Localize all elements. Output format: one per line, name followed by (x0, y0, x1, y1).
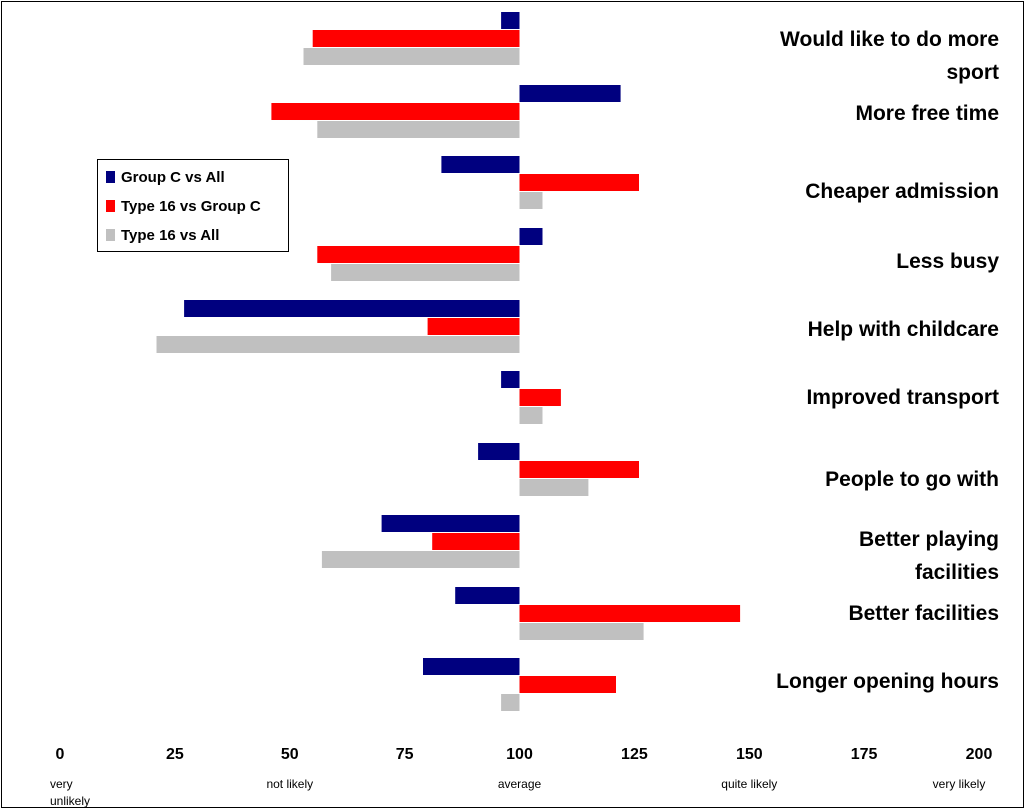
bar-group-c-vs-all-help-with-childcare (184, 300, 520, 317)
bar-type-16-vs-group-c-people-to-go-with (519, 461, 639, 478)
category-label: Less busy (896, 250, 999, 273)
bar-type-16-vs-all-would-like-to-do-more-sport (303, 48, 520, 65)
bar-type-16-vs-group-c-would-like-to-do-more-sport (312, 30, 520, 47)
x-tick-label: 75 (396, 746, 414, 763)
bar-type-16-vs-all-cheaper-admission (519, 192, 543, 209)
category-label: Longer opening hours (776, 670, 999, 693)
category-label: sport (947, 61, 1000, 84)
legend-label: Group C vs All (121, 168, 225, 186)
scale-description: unlikely (50, 794, 90, 807)
scale-description: not likely (266, 777, 313, 791)
bar-type-16-vs-all-help-with-childcare (156, 336, 520, 353)
bar-type-16-vs-group-c-longer-opening-hours (519, 676, 616, 693)
bar-type-16-vs-group-c-more-free-time (271, 103, 520, 120)
x-tick-label: 25 (166, 746, 184, 763)
bar-type-16-vs-all-improved-transport (519, 407, 543, 424)
legend-label: Type 16 vs All (121, 226, 220, 244)
bar-type-16-vs-group-c-help-with-childcare (427, 318, 520, 335)
x-tick-label: 175 (851, 746, 878, 763)
bar-type-16-vs-group-c-less-busy (317, 246, 520, 263)
x-tick-label: 0 (56, 746, 65, 763)
category-label: Would like to do more (780, 28, 999, 51)
category-label: Cheaper admission (805, 180, 999, 203)
legend-label: Type 16 vs Group C (121, 197, 261, 215)
legend-item-type16-vs-all: Type 16 vs All (106, 224, 219, 246)
category-label: Help with childcare (808, 318, 999, 341)
category-label: facilities (915, 561, 999, 584)
bar-type-16-vs-all-more-free-time (317, 121, 520, 138)
scale-description: average (498, 777, 542, 791)
legend-swatch (106, 171, 115, 183)
x-tick-label: 50 (281, 746, 299, 763)
bar-type-16-vs-group-c-improved-transport (519, 389, 561, 406)
bar-type-16-vs-all-better-facilities (519, 623, 644, 640)
bar-group-c-vs-all-better-facilities (455, 587, 520, 604)
x-axis-ticks: 0 25 50 75 100 125 150 175 200 (56, 746, 993, 763)
category-labels: Would like to do more sport More free time… (776, 28, 999, 693)
bar-type-16-vs-all-less-busy (331, 264, 520, 281)
legend: Group C vs All Type 16 vs Group C Type 1… (97, 159, 289, 252)
bar-group-c-vs-all-more-free-time (519, 85, 621, 102)
legend-swatch (106, 200, 115, 212)
bar-type-16-vs-all-better-playing-facilities (321, 551, 520, 568)
x-tick-label: 200 (966, 746, 993, 763)
category-label: Better playing (859, 528, 999, 551)
x-tick-label: 125 (621, 746, 648, 763)
bars-layer (156, 12, 741, 711)
legend-swatch (106, 229, 115, 241)
scale-description: very (50, 777, 73, 791)
bar-type-16-vs-group-c-better-playing-facilities (432, 533, 520, 550)
x-tick-label: 100 (506, 746, 533, 763)
bar-type-16-vs-all-people-to-go-with (519, 479, 589, 496)
bar-group-c-vs-all-better-playing-facilities (381, 515, 520, 532)
bar-type-16-vs-group-c-cheaper-admission (519, 174, 639, 191)
bar-group-c-vs-all-people-to-go-with (478, 443, 520, 460)
bar-group-c-vs-all-longer-opening-hours (423, 658, 520, 675)
bar-group-c-vs-all-improved-transport (501, 371, 520, 388)
category-label: People to go with (825, 468, 999, 491)
category-label: More free time (855, 102, 999, 125)
x-tick-label: 150 (736, 746, 763, 763)
category-label: Improved transport (806, 386, 999, 409)
bar-group-c-vs-all-cheaper-admission (441, 156, 520, 173)
scale-description: very likely (933, 777, 986, 791)
category-label: Better facilities (848, 602, 999, 625)
bar-group-c-vs-all-would-like-to-do-more-sport (501, 12, 520, 29)
scale-description: quite likely (721, 777, 777, 791)
bar-group-c-vs-all-less-busy (519, 228, 543, 245)
bar-type-16-vs-group-c-better-facilities (519, 605, 741, 622)
scale-descriptions: very unlikely not likely average quite likel… (50, 777, 985, 807)
legend-item-type16-vs-group-c: Type 16 vs Group C (106, 195, 261, 217)
bar-type-16-vs-all-longer-opening-hours (501, 694, 520, 711)
legend-item-group-c-vs-all: Group C vs All (106, 166, 225, 188)
